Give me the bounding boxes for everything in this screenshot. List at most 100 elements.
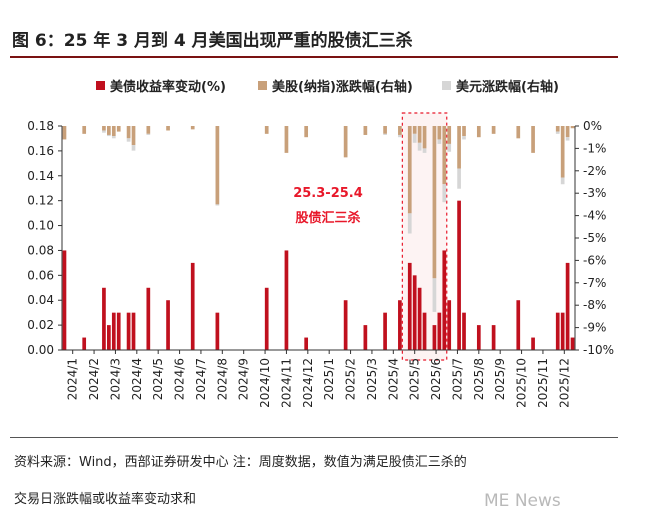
usd-bar	[442, 184, 447, 203]
nasdaq-bar	[422, 126, 427, 149]
legend-swatch-bond	[96, 81, 105, 90]
usd-bar	[437, 139, 442, 144]
bond-bar	[531, 337, 535, 350]
highlight-label-text: 股债汇三杀	[295, 210, 360, 226]
nasdaq-bar	[102, 126, 106, 131]
x-tick-label: 2024/2	[87, 358, 101, 400]
bond-bar	[111, 312, 116, 350]
x-tick-label: 2024/7	[194, 358, 208, 400]
left-tick-label: 0.10	[27, 219, 54, 233]
nasdaq-bar	[412, 126, 417, 134]
usd-bar	[215, 204, 220, 206]
usd-bar	[417, 142, 422, 151]
bond-bar	[457, 200, 461, 350]
bond-bar	[116, 312, 121, 350]
bond-bar	[107, 325, 111, 350]
left-tick-label: 0.14	[27, 169, 54, 183]
x-tick-label: 2024/9	[237, 358, 251, 400]
bond-bar	[462, 312, 466, 350]
legend-label-bond: 美债收益率变动(%)	[110, 79, 226, 95]
nasdaq-bar	[126, 126, 131, 139]
nasdaq-bar	[62, 126, 67, 140]
usd-bar	[555, 131, 560, 134]
bond-bar	[560, 312, 565, 350]
legend-swatch-nasdaq	[258, 81, 267, 90]
usd-bar	[457, 168, 461, 189]
nasdaq-bar	[432, 126, 437, 279]
legend-label-usd: 美元涨跌幅(右轴)	[456, 79, 559, 95]
x-tick-label: 2024/8	[215, 358, 229, 400]
bond-bar	[437, 312, 442, 350]
left-tick-label: 0.04	[27, 293, 54, 307]
x-tick-label: 2024/5	[151, 358, 165, 400]
x-tick-label: 2024/6	[173, 358, 187, 400]
usd-bar	[131, 145, 136, 151]
nasdaq-bar	[476, 126, 481, 138]
usd-bar	[432, 278, 437, 312]
right-tick-label: -2%	[583, 164, 606, 178]
nasdaq-bar	[565, 126, 570, 138]
legend-swatch-usd	[442, 81, 451, 90]
nasdaq-bar	[462, 126, 466, 137]
x-tick-label: 2024/10	[258, 358, 272, 408]
right-tick-label: -6%	[583, 253, 606, 267]
bond-bar	[555, 312, 560, 350]
right-tick-label: -5%	[583, 231, 606, 245]
nasdaq-bar	[111, 126, 116, 137]
left-tick-label: 0.18	[27, 119, 54, 133]
nasdaq-bar	[166, 126, 170, 131]
nasdaq-bar	[398, 126, 402, 135]
x-tick-label: 2025/8	[472, 358, 486, 400]
bond-bar	[82, 337, 87, 350]
x-tick-label: 2024/12	[301, 358, 315, 408]
left-tick-label: 0.00	[27, 343, 54, 357]
nasdaq-bar	[447, 126, 452, 144]
bond-bar	[565, 262, 570, 350]
bond-bar	[570, 337, 575, 350]
usd-bar	[146, 133, 151, 135]
source-note-line1: 资料来源：Wind，西部证券研发中心 注：周度数据，数值为满足股债汇三杀的	[14, 455, 467, 470]
usd-bar	[412, 133, 417, 143]
x-tick-label: 2024/11	[279, 358, 293, 408]
right-tick-label: -10%	[583, 343, 614, 357]
bond-bar	[447, 300, 452, 350]
bond-bar	[442, 250, 447, 350]
bond-bar	[491, 325, 496, 350]
bond-bar	[422, 312, 427, 350]
nasdaq-bar	[437, 126, 442, 140]
x-tick-label: 2025/12	[557, 358, 571, 408]
usd-bar	[102, 130, 106, 133]
right-tick-label: -7%	[583, 276, 606, 290]
bond-bar	[62, 250, 67, 350]
usd-bar	[398, 134, 402, 138]
bond-bar	[304, 337, 309, 350]
bond-bar	[166, 300, 170, 350]
bond-bar	[190, 262, 195, 350]
nasdaq-bar	[264, 126, 269, 134]
usd-bar	[126, 138, 131, 142]
bond-bar	[476, 325, 481, 350]
x-tick-label: 2025/9	[493, 358, 507, 400]
right-tick-label: -9%	[583, 321, 606, 335]
nasdaq-bar	[407, 126, 412, 214]
left-tick-label: 0.12	[27, 194, 54, 208]
right-tick-label: -1%	[583, 141, 606, 155]
nasdaq-bar	[442, 126, 447, 185]
nasdaq-bar	[304, 126, 309, 138]
nasdaq-bar	[570, 126, 575, 129]
bond-bar	[264, 287, 269, 350]
bond-bar	[343, 300, 348, 350]
x-tick-label: 2025/11	[536, 358, 550, 408]
left-tick-label: 0.08	[27, 243, 54, 257]
nasdaq-bar	[531, 126, 535, 153]
x-tick-label: 2024/4	[130, 358, 144, 400]
usd-bar	[383, 133, 387, 135]
nasdaq-bar	[383, 126, 387, 134]
nasdaq-bar	[284, 126, 289, 153]
bond-bar	[398, 300, 402, 350]
left-tick-label: 0.02	[27, 318, 54, 332]
source-note-line2: 交易日涨跌幅或收益率变动求和	[14, 492, 197, 507]
bond-bar	[412, 275, 417, 350]
x-tick-label: 2025/6	[429, 358, 443, 400]
nasdaq-bar	[215, 126, 220, 205]
